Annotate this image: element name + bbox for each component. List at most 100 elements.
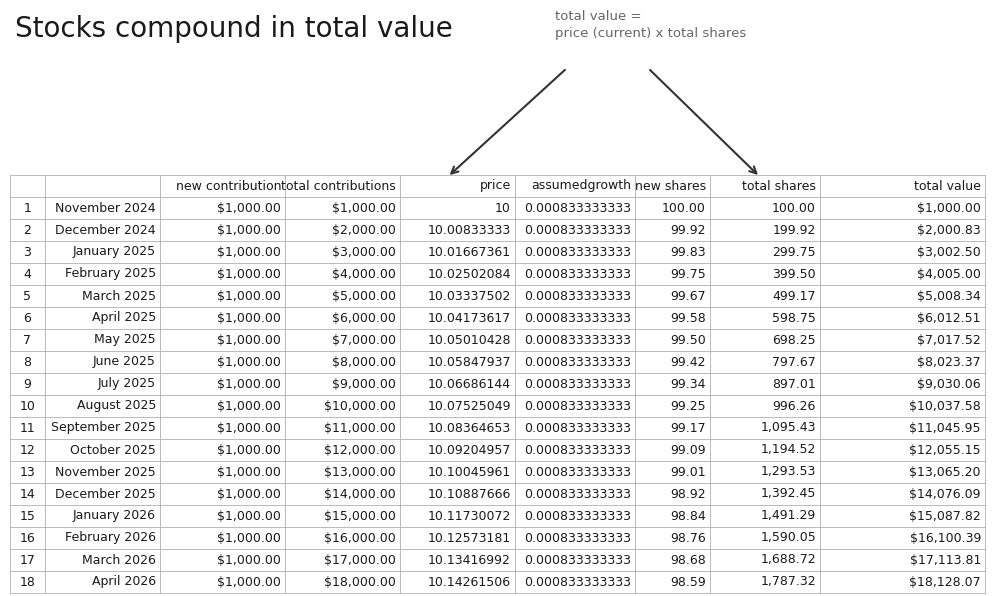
Text: 1,095.43: 1,095.43: [761, 421, 816, 434]
Text: 100.00: 100.00: [772, 201, 816, 215]
Text: 1,688.72: 1,688.72: [760, 554, 816, 567]
Text: 10.03337502: 10.03337502: [428, 290, 511, 303]
Text: 10: 10: [495, 201, 511, 215]
Text: 99.92: 99.92: [670, 224, 706, 237]
Text: 99.58: 99.58: [670, 312, 706, 324]
Text: $7,017.52: $7,017.52: [917, 334, 981, 346]
Text: 8: 8: [24, 355, 32, 368]
Text: 0.000833333333: 0.000833333333: [524, 488, 631, 501]
Text: 499.17: 499.17: [772, 290, 816, 303]
Text: $1,000.00: $1,000.00: [917, 201, 981, 215]
Text: June 2025: June 2025: [93, 355, 156, 368]
Text: 1,491.29: 1,491.29: [761, 510, 816, 523]
Text: $5,000.00: $5,000.00: [332, 290, 396, 303]
Text: $8,000.00: $8,000.00: [332, 355, 396, 368]
Text: 99.17: 99.17: [670, 421, 706, 434]
Text: $1,000.00: $1,000.00: [217, 334, 281, 346]
Text: $18,000.00: $18,000.00: [324, 576, 396, 588]
Text: 9: 9: [24, 377, 31, 390]
Text: 1,293.53: 1,293.53: [761, 465, 816, 479]
Text: $1,000.00: $1,000.00: [217, 443, 281, 457]
Text: $13,065.20: $13,065.20: [910, 465, 981, 479]
Text: 1,392.45: 1,392.45: [761, 488, 816, 501]
Text: March 2025: March 2025: [82, 290, 156, 303]
Text: $2,000.00: $2,000.00: [332, 224, 396, 237]
Text: $1,000.00: $1,000.00: [217, 355, 281, 368]
Text: 1,194.52: 1,194.52: [761, 443, 816, 457]
Text: $1,000.00: $1,000.00: [217, 377, 281, 390]
Text: 13: 13: [20, 465, 35, 479]
Text: 10.14261506: 10.14261506: [428, 576, 511, 588]
Text: 0.000833333333: 0.000833333333: [524, 532, 631, 545]
Text: 0.000833333333: 0.000833333333: [524, 224, 631, 237]
Text: 0.000833333333: 0.000833333333: [524, 201, 631, 215]
Text: February 2026: February 2026: [65, 532, 156, 545]
Text: $10,037.58: $10,037.58: [909, 399, 981, 412]
Text: 996.26: 996.26: [773, 399, 816, 412]
Text: $1,000.00: $1,000.00: [217, 510, 281, 523]
Text: assumedgrowth: assumedgrowth: [531, 179, 631, 193]
Text: 897.01: 897.01: [772, 377, 816, 390]
Text: 0.000833333333: 0.000833333333: [524, 312, 631, 324]
Text: $14,000.00: $14,000.00: [324, 488, 396, 501]
Text: 2: 2: [24, 224, 31, 237]
Text: 99.75: 99.75: [670, 268, 706, 281]
Text: November 2024: November 2024: [55, 201, 156, 215]
Text: $13,000.00: $13,000.00: [324, 465, 396, 479]
Text: 0.000833333333: 0.000833333333: [524, 399, 631, 412]
Text: 1: 1: [24, 201, 31, 215]
Text: $4,005.00: $4,005.00: [917, 268, 981, 281]
Text: 3: 3: [24, 246, 31, 259]
Text: 99.83: 99.83: [670, 246, 706, 259]
Text: $9,030.06: $9,030.06: [917, 377, 981, 390]
Text: $16,000.00: $16,000.00: [324, 532, 396, 545]
Text: 0.000833333333: 0.000833333333: [524, 355, 631, 368]
Text: January 2025: January 2025: [73, 246, 156, 259]
Text: $1,000.00: $1,000.00: [217, 268, 281, 281]
Text: $6,000.00: $6,000.00: [332, 312, 396, 324]
Text: $12,055.15: $12,055.15: [909, 443, 981, 457]
Text: $1,000.00: $1,000.00: [217, 290, 281, 303]
Text: 11: 11: [20, 421, 35, 434]
Text: 7: 7: [24, 334, 32, 346]
Text: 0.000833333333: 0.000833333333: [524, 421, 631, 434]
Text: price: price: [480, 179, 511, 193]
Text: $5,008.34: $5,008.34: [917, 290, 981, 303]
Text: 0.000833333333: 0.000833333333: [524, 443, 631, 457]
Text: 99.50: 99.50: [670, 334, 706, 346]
Text: August 2025: August 2025: [77, 399, 156, 412]
Text: Stocks compound in total value: Stocks compound in total value: [15, 15, 453, 43]
Text: 10.02502084: 10.02502084: [428, 268, 511, 281]
Text: 10: 10: [20, 399, 35, 412]
Text: total contributions: total contributions: [281, 179, 396, 193]
Text: February 2025: February 2025: [65, 268, 156, 281]
Text: 10.04173617: 10.04173617: [428, 312, 511, 324]
Text: $17,113.81: $17,113.81: [910, 554, 981, 567]
Text: 10.10887666: 10.10887666: [428, 488, 511, 501]
Text: 10.09204957: 10.09204957: [428, 443, 511, 457]
Text: $11,045.95: $11,045.95: [910, 421, 981, 434]
Text: $1,000.00: $1,000.00: [217, 399, 281, 412]
Text: 98.84: 98.84: [670, 510, 706, 523]
Text: 598.75: 598.75: [772, 312, 816, 324]
Text: 797.67: 797.67: [772, 355, 816, 368]
Text: $3,002.50: $3,002.50: [917, 246, 981, 259]
Text: 99.25: 99.25: [670, 399, 706, 412]
Text: 10.12573181: 10.12573181: [428, 532, 511, 545]
Text: $2,000.83: $2,000.83: [917, 224, 981, 237]
Text: $1,000.00: $1,000.00: [217, 554, 281, 567]
Text: 98.76: 98.76: [670, 532, 706, 545]
Text: 1,590.05: 1,590.05: [760, 532, 816, 545]
Text: $18,128.07: $18,128.07: [909, 576, 981, 588]
Text: $1,000.00: $1,000.00: [217, 465, 281, 479]
Text: total shares: total shares: [742, 179, 816, 193]
Text: 0.000833333333: 0.000833333333: [524, 268, 631, 281]
Text: 0.000833333333: 0.000833333333: [524, 377, 631, 390]
Text: $15,000.00: $15,000.00: [324, 510, 396, 523]
Text: 98.92: 98.92: [670, 488, 706, 501]
Text: 1,787.32: 1,787.32: [760, 576, 816, 588]
Text: May 2025: May 2025: [94, 334, 156, 346]
Text: 10.05847937: 10.05847937: [428, 355, 511, 368]
Text: $1,000.00: $1,000.00: [217, 312, 281, 324]
Text: 99.34: 99.34: [670, 377, 706, 390]
